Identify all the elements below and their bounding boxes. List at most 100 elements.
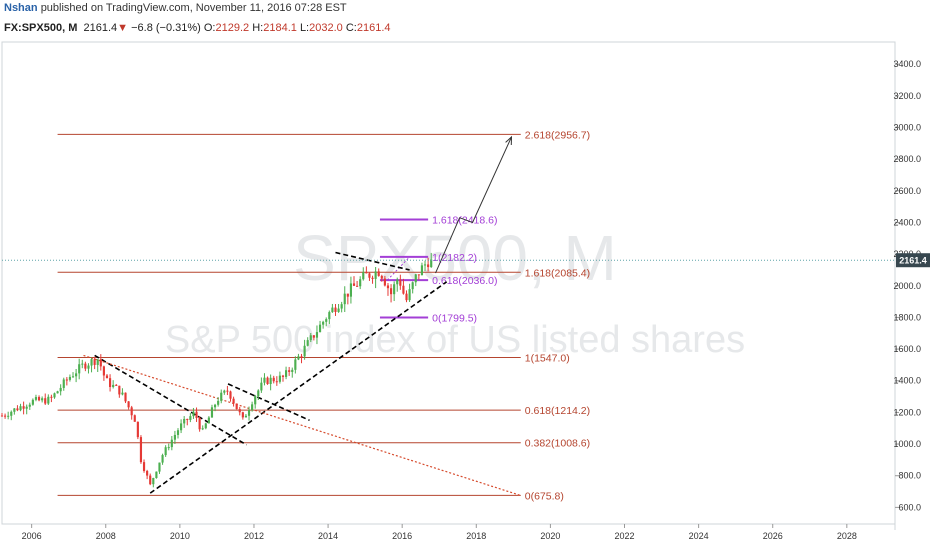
y-tick-label: 1000.0: [893, 439, 921, 449]
candle-body: [99, 359, 102, 367]
fib-retracement-large[interactable]: 2.618(2956.7) 1.618(2085.4) 1(1547.0) 0.618…: [57, 129, 591, 502]
candle-body: [192, 411, 195, 417]
candle-body: [244, 415, 248, 418]
candle-body: [306, 340, 309, 346]
x-tick-label: 2006: [22, 531, 42, 541]
candle-body: [118, 385, 121, 395]
fib-level-label: 0(675.8): [525, 490, 564, 502]
fib-small-connector: [387, 256, 410, 281]
candle-body: [25, 406, 28, 409]
candle-body: [201, 428, 204, 430]
candle-body: [16, 408, 19, 411]
candle-body: [423, 264, 427, 266]
candle-body: [352, 283, 356, 286]
candle-body: [427, 264, 430, 268]
candle-body: [337, 308, 340, 312]
downtrend-line-2011[interactable]: [227, 383, 310, 422]
candle-body: [56, 391, 59, 394]
downtrend-line-2015[interactable]: [335, 251, 410, 271]
candle-body: [90, 359, 93, 366]
x-tick-label: 2008: [96, 531, 116, 541]
candle-body: [152, 478, 155, 485]
candle-body: [380, 275, 383, 279]
trendlines[interactable]: [83, 251, 521, 497]
projection-arrowhead: [505, 135, 513, 145]
uptrend-line[interactable]: [149, 281, 448, 494]
watermark-title: SPX500, M: [293, 222, 617, 294]
candle-body: [251, 404, 254, 411]
candle-body: [10, 411, 13, 416]
candle-body: [217, 400, 220, 405]
candle-body: [130, 407, 133, 416]
x-tick-label: 2028: [837, 531, 857, 541]
candle-body: [81, 363, 84, 365]
low-value: 2032.0: [309, 22, 343, 34]
fib-level-label: 0.382(1008.6): [525, 438, 590, 450]
watermark-subtitle: S&P 500 index of US listed shares: [165, 319, 745, 361]
high-label: H:: [252, 22, 264, 34]
y-axis[interactable]: 600.0 800.0 1000.0 1200.0 1400.0 1600.0 1800.0…: [893, 59, 921, 512]
candle-body: [309, 335, 312, 341]
x-axis[interactable]: 2006 2008 2010 2012 2014 2016 2018 2020 2022 2024…: [22, 524, 857, 541]
candle-body: [408, 289, 411, 301]
candle-body: [389, 288, 393, 295]
candle-body: [127, 401, 130, 408]
x-tick-label: 2018: [466, 531, 486, 541]
open-label: O:: [203, 22, 216, 34]
candle-body: [371, 277, 374, 279]
candle-body: [189, 416, 192, 420]
candle-body: [297, 356, 300, 360]
author-name[interactable]: Nshan: [4, 2, 38, 14]
symbol-label[interactable]: FX:SPX500, M: [4, 22, 78, 34]
candle-body: [4, 415, 7, 417]
support-trendline[interactable]: [83, 354, 521, 497]
candle-body: [356, 285, 359, 287]
candle-body: [294, 359, 297, 370]
candle-body: [105, 375, 109, 379]
candle-body: [34, 397, 38, 400]
candle-body: [158, 462, 161, 472]
candle-body: [161, 455, 164, 463]
publish-text: published on TradingView.com, November 1…: [40, 2, 347, 14]
candle-body: [254, 396, 257, 405]
candle-body: [183, 418, 186, 424]
candle-body: [13, 408, 16, 412]
projection-path[interactable]: [435, 136, 512, 274]
candle-body: [303, 345, 306, 357]
candle-body: [173, 434, 176, 440]
candle-body: [241, 412, 244, 418]
candle-body: [7, 415, 10, 417]
candle-body: [176, 430, 180, 435]
candle-body: [198, 417, 201, 430]
fib-small-level-label: 0.618(2036.0): [432, 275, 497, 287]
candle-body: [112, 384, 115, 387]
candle-body: [213, 404, 217, 408]
projection-arrow[interactable]: [435, 135, 513, 274]
x-tick-label: 2024: [689, 531, 709, 541]
candle-body: [402, 285, 405, 294]
candle-body: [232, 398, 235, 404]
downtrend-line-2008[interactable]: [94, 354, 247, 446]
y-tick-label: 2600.0: [893, 186, 921, 196]
y-tick-label: 800.0: [898, 471, 921, 481]
y-tick-label: 2800.0: [893, 154, 921, 164]
fib-small-level-label: 1(2182.2): [432, 252, 477, 264]
candle-body: [47, 396, 50, 404]
current-price-marker: 2161.4: [2, 253, 930, 268]
x-tick-label: 2026: [763, 531, 783, 541]
candle-body: [155, 471, 158, 479]
y-tick-label: 1800.0: [893, 312, 921, 322]
candle-body: [377, 271, 380, 276]
candle-body: [288, 370, 291, 372]
candle-body: [210, 407, 214, 418]
candle-body: [374, 271, 377, 279]
candle-body: [22, 406, 25, 409]
fib-level-label: 2.618(2956.7): [525, 129, 590, 141]
fib-level-label: 1(1547.0): [525, 352, 570, 364]
last-price: 2161.4: [83, 22, 118, 34]
candle-body: [343, 293, 346, 305]
y-tick-label: 1400.0: [893, 376, 921, 386]
candle-body: [84, 363, 87, 369]
candle-body: [365, 272, 368, 274]
